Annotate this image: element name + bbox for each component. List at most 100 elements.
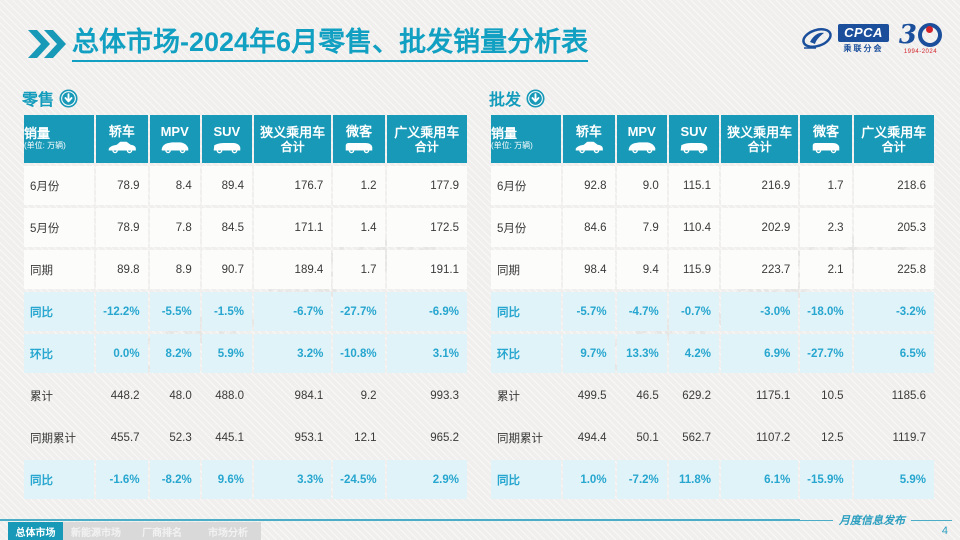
page-title: 总体市场-2024年6月零售、批发销量分析表 bbox=[72, 26, 589, 62]
table-row: 累计 499.5 46.5 629.2 1175.1 10.5 1185.6 bbox=[491, 376, 934, 415]
logo-area: CPCA 乘联分会 3 1994-2024 bbox=[800, 22, 942, 55]
table-cell: 92.8 bbox=[563, 166, 615, 205]
table-cell: 448.2 bbox=[110, 389, 140, 402]
table-cell: 1.0% bbox=[563, 460, 615, 499]
cpca-acronym: CPCA bbox=[838, 23, 889, 42]
tab-overall-market[interactable]: 总体市场 bbox=[8, 522, 63, 540]
wholesale-table: 销量 (单位: 万辆) 轿车 MPV SUV 狭义乘用车 合计 微客 广义乘用车 合计 6月份 92.… bbox=[489, 112, 936, 502]
table-cell: 216.9 bbox=[720, 166, 799, 205]
footer-publication-label: 月度信息发布 bbox=[839, 514, 905, 527]
column-header: 微客 bbox=[333, 115, 385, 163]
table-cell: -4.7% bbox=[616, 292, 667, 331]
cpca-logo: CPCA 乘联分会 bbox=[800, 23, 889, 54]
table-row: 环比 0.0% 8.2% 5.9% 3.2% -10.8% 3.1% bbox=[24, 334, 467, 373]
row-label: 同比 bbox=[491, 292, 562, 331]
table-cell: 48.0 bbox=[169, 389, 192, 402]
tab-market-analysis[interactable]: 市场分析 bbox=[195, 522, 261, 540]
column-header: SUV bbox=[668, 115, 719, 163]
table-row: 环比 9.7% 13.3% 4.2% 6.9% -27.7% 6.5% bbox=[491, 334, 934, 373]
wholesale-panel: 批发 销量 (单位: 万辆) 轿车 MPV SUV 狭义乘用车 合计 微客 广义乘用车 合计 6月份… bbox=[489, 86, 936, 502]
table-cell: -7.2% bbox=[616, 460, 667, 499]
circle-down-arrow-icon bbox=[526, 88, 545, 108]
anniversary-number: 3 bbox=[898, 20, 917, 50]
table-cell: 1107.2 bbox=[756, 431, 791, 444]
table-cell: 5.9% bbox=[853, 460, 934, 499]
table-cell: -24.5% bbox=[333, 460, 385, 499]
table-row: 累计 448.2 48.0 488.0 984.1 9.2 993.3 bbox=[24, 376, 467, 415]
table-cell: 89.8 bbox=[96, 250, 148, 289]
page-title-rest: -2024年6月零售、批发销量分析表 bbox=[180, 26, 589, 57]
table-cell: 177.9 bbox=[386, 166, 467, 205]
double-chevron-right-icon bbox=[28, 30, 66, 58]
table-cell: 0.0% bbox=[96, 334, 148, 373]
sedan-icon bbox=[108, 141, 136, 154]
table-cell: 223.7 bbox=[720, 250, 799, 289]
row-label: 环比 bbox=[491, 334, 562, 373]
suv-icon bbox=[213, 142, 241, 154]
retail-section-label: 零售 bbox=[22, 92, 55, 109]
table-cell: 3.2% bbox=[253, 334, 332, 373]
column-header: 广义乘用车 合计 bbox=[386, 115, 467, 163]
table-cell: 172.5 bbox=[386, 208, 467, 247]
table-cell: 5.9% bbox=[201, 334, 252, 373]
table-cell: 202.9 bbox=[720, 208, 799, 247]
table-cell: 12.1 bbox=[354, 431, 377, 444]
table-cell: 2.3 bbox=[800, 208, 852, 247]
table-cell: 115.1 bbox=[668, 166, 719, 205]
table-cell: 10.5 bbox=[821, 389, 844, 402]
anniversary-ring-icon bbox=[918, 23, 942, 47]
table-cell: 225.8 bbox=[853, 250, 934, 289]
row-label: 环比 bbox=[24, 334, 95, 373]
retail-section-header: 零售 bbox=[22, 86, 469, 110]
row-label: 5月份 bbox=[24, 208, 95, 247]
cpca-swoosh-icon bbox=[802, 27, 832, 49]
column-header-unit: 销量 (单位: 万辆) bbox=[491, 115, 562, 163]
table-cell: 7.8 bbox=[149, 208, 200, 247]
column-header: 轿车 bbox=[563, 115, 615, 163]
tab-nev-market[interactable]: 新能源市场 bbox=[63, 522, 129, 540]
column-header: 轿车 bbox=[96, 115, 148, 163]
table-cell: 13.3% bbox=[616, 334, 667, 373]
tab-oem-ranking[interactable]: 厂商排名 bbox=[129, 522, 195, 540]
column-header: MPV bbox=[149, 115, 200, 163]
footer-dash bbox=[911, 519, 952, 521]
page-title-prefix: 总体市场 bbox=[72, 26, 180, 57]
row-label: 累计 bbox=[30, 390, 53, 403]
table-row: 同比 -12.2% -5.5% -1.5% -6.7% -27.7% -6.9% bbox=[24, 292, 467, 331]
column-header: 微客 bbox=[800, 115, 852, 163]
table-row: 同期累计 494.4 50.1 562.7 1107.2 12.5 1119.7 bbox=[491, 418, 934, 457]
table-cell: 984.1 bbox=[294, 389, 324, 402]
table-cell: -8.2% bbox=[149, 460, 200, 499]
table-cell: -6.7% bbox=[253, 292, 332, 331]
table-cell: 98.4 bbox=[563, 250, 615, 289]
table-cell: 2.1 bbox=[800, 250, 852, 289]
table-cell: 6.9% bbox=[720, 334, 799, 373]
row-label: 同比 bbox=[491, 460, 562, 499]
table-cell: -6.9% bbox=[386, 292, 467, 331]
table-cell: 9.4 bbox=[616, 250, 667, 289]
table-cell: -0.7% bbox=[668, 292, 719, 331]
table-cell: 3.3% bbox=[253, 460, 332, 499]
row-label: 6月份 bbox=[491, 166, 562, 205]
table-cell: 1.7 bbox=[333, 250, 385, 289]
table-cell: -12.2% bbox=[96, 292, 148, 331]
table-cell: -1.6% bbox=[96, 460, 148, 499]
table-cell: 9.6% bbox=[201, 460, 252, 499]
table-cell: -5.5% bbox=[149, 292, 200, 331]
table-cell: 445.1 bbox=[215, 431, 244, 444]
footer-tab-bar: 总体市场 新能源市场 厂商排名 市场分析 bbox=[8, 522, 261, 540]
cpca-text: CPCA 乘联分会 bbox=[838, 23, 889, 54]
table-cell: 1119.7 bbox=[892, 431, 926, 444]
column-header: 广义乘用车 合计 bbox=[853, 115, 934, 163]
table-cell: 189.4 bbox=[253, 250, 332, 289]
circle-down-arrow-icon bbox=[59, 88, 78, 108]
table-cell: 2.9% bbox=[386, 460, 467, 499]
column-header: MPV bbox=[616, 115, 667, 163]
table-cell: -5.7% bbox=[563, 292, 615, 331]
table-row: 同比 -1.6% -8.2% 9.6% 3.3% -24.5% 2.9% bbox=[24, 460, 467, 499]
table-row: 6月份 92.8 9.0 115.1 216.9 1.7 218.6 bbox=[491, 166, 934, 205]
suv-icon bbox=[680, 142, 708, 154]
table-cell: -3.2% bbox=[853, 292, 934, 331]
table-cell: 171.1 bbox=[253, 208, 332, 247]
